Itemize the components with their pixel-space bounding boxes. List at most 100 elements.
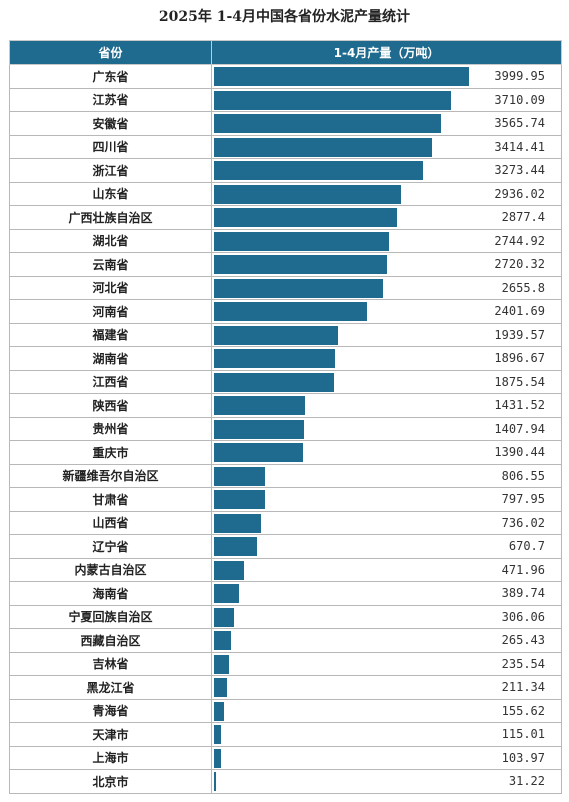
- bar-value-label: 115.01: [501, 727, 545, 741]
- province-label: 海南省: [9, 581, 212, 606]
- bar-value-label: 103.97: [501, 750, 545, 765]
- bar-cell: 103.97: [211, 745, 562, 770]
- province-label: 江西省: [9, 369, 212, 394]
- bar: [214, 725, 222, 744]
- province-label: 山东省: [9, 181, 212, 206]
- province-label: 吉林省: [9, 651, 212, 676]
- bar: [214, 560, 245, 580]
- bar-cell: 115.01: [211, 722, 562, 747]
- table-row: 新疆维吾尔自治区 806.55: [9, 463, 562, 488]
- province-label: 四川省: [9, 134, 212, 159]
- bar-cell: 2720.32: [211, 252, 562, 277]
- bar-value-label: 1431.52: [494, 398, 545, 412]
- bar-value-label: 31.22: [508, 774, 545, 788]
- bar: [214, 443, 303, 462]
- bar-cell: 1896.67: [211, 346, 562, 371]
- bar-value-label: 1407.94: [494, 421, 545, 436]
- bar-value-label: 235.54: [501, 656, 545, 671]
- bar-value-label: 2936.02: [494, 186, 545, 201]
- bar: [214, 631, 231, 650]
- province-label: 黑龙江省: [9, 675, 212, 700]
- table-row: 重庆市 1390.44: [9, 440, 562, 465]
- province-label: 西藏自治区: [9, 628, 212, 653]
- bar-value-label: 670.7: [508, 539, 545, 553]
- table-row: 北京市 31.22: [9, 769, 562, 794]
- table-row: 河南省 2401.69: [9, 299, 562, 324]
- table-row: 山西省 736.02: [9, 510, 562, 535]
- table-row: 广东省 3999.95: [9, 64, 562, 89]
- bar-value-label: 1390.44: [494, 445, 545, 459]
- bar-cell: 389.74: [211, 581, 562, 606]
- province-label: 北京市: [9, 769, 212, 794]
- bar-cell: 2744.92: [211, 228, 562, 253]
- province-label: 河北省: [9, 275, 212, 300]
- bar-cell: 736.02: [211, 510, 562, 535]
- bar-value-label: 1896.67: [494, 351, 545, 365]
- bar: [214, 208, 398, 227]
- province-label: 天津市: [9, 722, 212, 747]
- province-label: 河南省: [9, 299, 212, 324]
- bar-cell: 306.06: [211, 604, 562, 629]
- bar-value-label: 2401.69: [494, 304, 545, 318]
- bar: [214, 654, 230, 674]
- province-label: 青海省: [9, 698, 212, 723]
- province-label: 内蒙古自治区: [9, 557, 212, 582]
- table-row: 湖北省 2744.92: [9, 228, 562, 253]
- table-row: 天津市 115.01: [9, 722, 562, 747]
- bar-value-label: 2877.4: [501, 210, 545, 224]
- bar: [214, 114, 442, 133]
- bar-cell: 1431.52: [211, 393, 562, 418]
- bar: [214, 513, 261, 533]
- bar: [214, 466, 266, 486]
- bar-value-label: 736.02: [501, 515, 545, 530]
- table-row: 内蒙古自治区 471.96: [9, 557, 562, 582]
- bar-cell: 31.22: [211, 769, 562, 794]
- province-label: 广东省: [9, 64, 212, 89]
- table-row: 河北省 2655.8: [9, 275, 562, 300]
- province-label: 山西省: [9, 510, 212, 535]
- bar-value-label: 3273.44: [494, 163, 545, 177]
- table-row: 湖南省 1896.67: [9, 346, 562, 371]
- table-row: 四川省 3414.41: [9, 134, 562, 159]
- table-row: 云南省 2720.32: [9, 252, 562, 277]
- table-row: 青海省 155.62: [9, 698, 562, 723]
- bar-cell: 2655.8: [211, 275, 562, 300]
- bar-value-label: 3710.09: [494, 92, 545, 107]
- bar-value-label: 389.74: [501, 586, 545, 600]
- bar: [214, 584, 239, 603]
- bar: [214, 372, 334, 392]
- bar: [214, 349, 335, 368]
- province-label: 湖南省: [9, 346, 212, 371]
- bar-cell: 1939.57: [211, 322, 562, 347]
- bar-cell: 3710.09: [211, 87, 562, 112]
- province-label: 湖北省: [9, 228, 212, 253]
- bar: [214, 607, 234, 627]
- table-row: 浙江省 3273.44: [9, 158, 562, 183]
- bar-cell: 3273.44: [211, 158, 562, 183]
- bar-cell: 211.34: [211, 675, 562, 700]
- bar: [214, 137, 432, 157]
- bar: [214, 678, 228, 697]
- province-label: 陕西省: [9, 393, 212, 418]
- table-row: 安徽省 3565.74: [9, 111, 562, 136]
- table-row: 江西省 1875.54: [9, 369, 562, 394]
- table-row: 江苏省 3710.09: [9, 87, 562, 112]
- bar: [214, 325, 338, 345]
- bar: [214, 490, 265, 509]
- bar-value-label: 1875.54: [494, 374, 545, 389]
- bar-cell: 797.95: [211, 487, 562, 512]
- table-row: 陕西省 1431.52: [9, 393, 562, 418]
- header-value: 1-4月产量（万吨）: [211, 40, 562, 65]
- bar: [214, 184, 402, 204]
- bar-cell: 2401.69: [211, 299, 562, 324]
- bar: [214, 772, 216, 791]
- bar-cell: 3999.95: [211, 64, 562, 89]
- province-label: 新疆维吾尔自治区: [9, 463, 212, 488]
- bar-value-label: 2744.92: [494, 233, 545, 248]
- bar-value-label: 3565.74: [494, 116, 545, 130]
- table-row: 山东省 2936.02: [9, 181, 562, 206]
- header-province: 省份: [9, 40, 212, 65]
- bar-cell: 235.54: [211, 651, 562, 676]
- bar-value-label: 797.95: [501, 492, 545, 506]
- bar-cell: 3565.74: [211, 111, 562, 136]
